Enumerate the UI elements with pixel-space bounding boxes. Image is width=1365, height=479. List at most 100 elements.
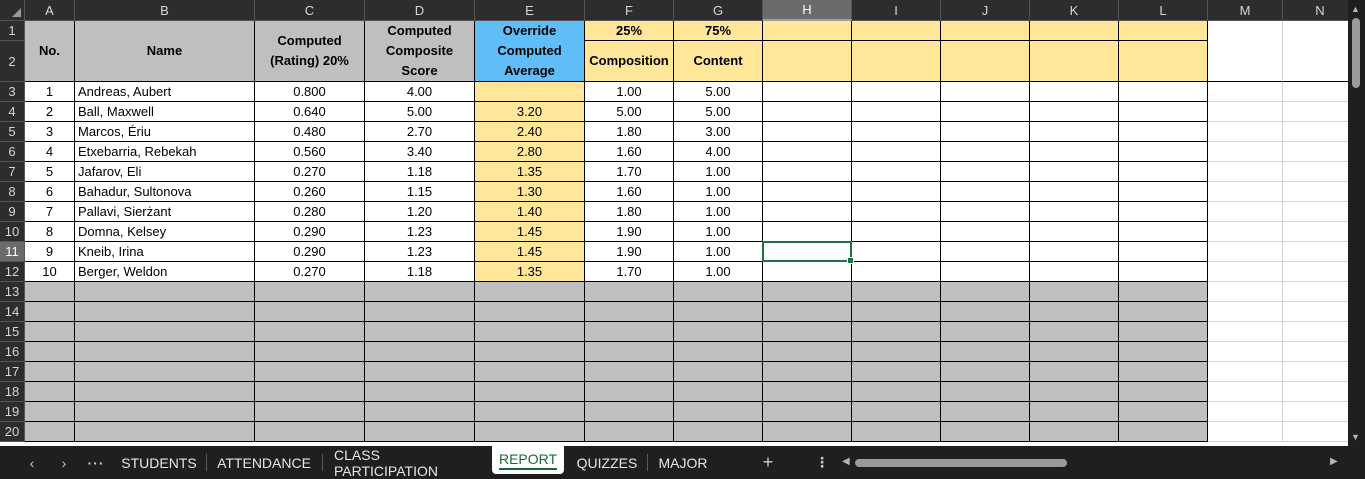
empty-cell[interactable] [852, 242, 941, 262]
empty-cell[interactable] [852, 182, 941, 202]
empty-cell[interactable] [1208, 342, 1283, 362]
name-header[interactable]: Name [75, 21, 255, 82]
student-name-cell[interactable]: Bahadur, Sultonova [75, 182, 255, 202]
empty-cell[interactable] [1283, 21, 1348, 82]
row-header[interactable]: 17 [0, 362, 25, 382]
empty-cell[interactable] [763, 102, 852, 122]
vertical-scroll-thumb[interactable] [1352, 18, 1360, 88]
empty-gray-cell[interactable] [1119, 382, 1208, 402]
scroll-up-icon[interactable]: ▲ [1351, 4, 1360, 14]
empty-cell[interactable] [1283, 102, 1348, 122]
empty-gray-cell[interactable] [674, 362, 763, 382]
empty-gray-cell[interactable] [674, 382, 763, 402]
empty-cell[interactable] [941, 162, 1030, 182]
empty-gray-cell[interactable] [941, 282, 1030, 302]
empty-cell[interactable] [1208, 162, 1283, 182]
empty-gray-cell[interactable] [763, 382, 852, 402]
composite-score-cell[interactable]: 1.15 [365, 182, 475, 202]
empty-cell[interactable] [1208, 422, 1283, 442]
empty-gray-cell[interactable] [365, 382, 475, 402]
composite-score-cell[interactable]: 1.18 [365, 162, 475, 182]
empty-cell[interactable] [1030, 242, 1119, 262]
empty-gray-cell[interactable] [365, 342, 475, 362]
empty-cell[interactable] [763, 222, 852, 242]
fill-handle[interactable] [847, 257, 854, 264]
empty-cell[interactable] [941, 102, 1030, 122]
scroll-left-icon[interactable]: ◀ [842, 456, 850, 467]
empty-cell[interactable] [1030, 202, 1119, 222]
empty-cell[interactable] [1283, 322, 1348, 342]
column-header[interactable]: L [1119, 0, 1208, 21]
empty-cell[interactable] [1283, 222, 1348, 242]
empty-header-cell[interactable] [1030, 21, 1119, 41]
row-header[interactable]: 13 [0, 282, 25, 302]
empty-cell[interactable] [941, 242, 1030, 262]
empty-gray-cell[interactable] [941, 322, 1030, 342]
composition-cell[interactable]: 1.60 [585, 142, 674, 162]
empty-gray-cell[interactable] [763, 302, 852, 322]
composition-cell[interactable]: 1.70 [585, 262, 674, 282]
empty-gray-cell[interactable] [255, 342, 365, 362]
empty-cell[interactable] [1119, 242, 1208, 262]
empty-gray-cell[interactable] [25, 322, 75, 342]
empty-gray-cell[interactable] [674, 322, 763, 342]
empty-cell[interactable] [1283, 182, 1348, 202]
empty-gray-cell[interactable] [255, 402, 365, 422]
empty-cell[interactable] [763, 142, 852, 162]
composite-score-cell[interactable]: 4.00 [365, 82, 475, 102]
empty-gray-cell[interactable] [75, 322, 255, 342]
composite-score-cell[interactable]: 1.23 [365, 242, 475, 262]
empty-cell[interactable] [1283, 82, 1348, 102]
scroll-right-icon[interactable]: ▶ [1330, 456, 1338, 467]
empty-cell[interactable] [1030, 142, 1119, 162]
empty-gray-cell[interactable] [763, 362, 852, 382]
empty-cell[interactable] [1119, 122, 1208, 142]
override-average-cell[interactable]: 3.20 [475, 102, 585, 122]
empty-gray-cell[interactable] [75, 302, 255, 322]
rating-cell[interactable]: 0.280 [255, 202, 365, 222]
rating-cell[interactable]: 0.290 [255, 242, 365, 262]
empty-gray-cell[interactable] [585, 322, 674, 342]
empty-gray-cell[interactable] [763, 342, 852, 362]
empty-gray-cell[interactable] [941, 362, 1030, 382]
content-cell[interactable]: 3.00 [674, 122, 763, 142]
override-average-cell[interactable] [475, 82, 585, 102]
empty-gray-cell[interactable] [25, 402, 75, 422]
empty-gray-cell[interactable] [941, 402, 1030, 422]
row-header[interactable]: 16 [0, 342, 25, 362]
empty-cell[interactable] [1208, 202, 1283, 222]
student-name-cell[interactable]: Etxebarria, Rebekah [75, 142, 255, 162]
empty-cell[interactable] [1283, 382, 1348, 402]
empty-gray-cell[interactable] [365, 322, 475, 342]
rating-cell[interactable]: 0.270 [255, 262, 365, 282]
rating-cell[interactable]: 0.800 [255, 82, 365, 102]
empty-cell[interactable] [852, 122, 941, 142]
sheet-tab-class-participation[interactable]: CLASS PARTICIPATION [322, 446, 492, 479]
column-header[interactable]: N [1283, 0, 1348, 21]
empty-gray-cell[interactable] [852, 282, 941, 302]
empty-gray-cell[interactable] [475, 402, 585, 422]
ellipsis-icon[interactable]: ··· [87, 454, 105, 471]
empty-cell[interactable] [1208, 82, 1283, 102]
empty-cell[interactable] [1208, 322, 1283, 342]
empty-cell[interactable] [1208, 122, 1283, 142]
row-number-cell[interactable]: 5 [25, 162, 75, 182]
empty-cell[interactable] [1030, 82, 1119, 102]
row-header[interactable]: 3 [0, 82, 25, 102]
override-average-cell[interactable]: 1.30 [475, 182, 585, 202]
empty-cell[interactable] [1030, 122, 1119, 142]
row-header[interactable]: 6 [0, 142, 25, 162]
empty-gray-cell[interactable] [75, 342, 255, 362]
empty-cell[interactable] [1119, 82, 1208, 102]
composition-cell[interactable]: 1.80 [585, 122, 674, 142]
empty-gray-cell[interactable] [674, 302, 763, 322]
content-cell[interactable]: 1.00 [674, 242, 763, 262]
empty-cell[interactable] [941, 262, 1030, 282]
content-cell[interactable]: 1.00 [674, 202, 763, 222]
empty-gray-cell[interactable] [475, 322, 585, 342]
empty-cell[interactable] [763, 182, 852, 202]
row-number-cell[interactable]: 3 [25, 122, 75, 142]
empty-gray-cell[interactable] [852, 362, 941, 382]
empty-gray-cell[interactable] [1119, 422, 1208, 442]
